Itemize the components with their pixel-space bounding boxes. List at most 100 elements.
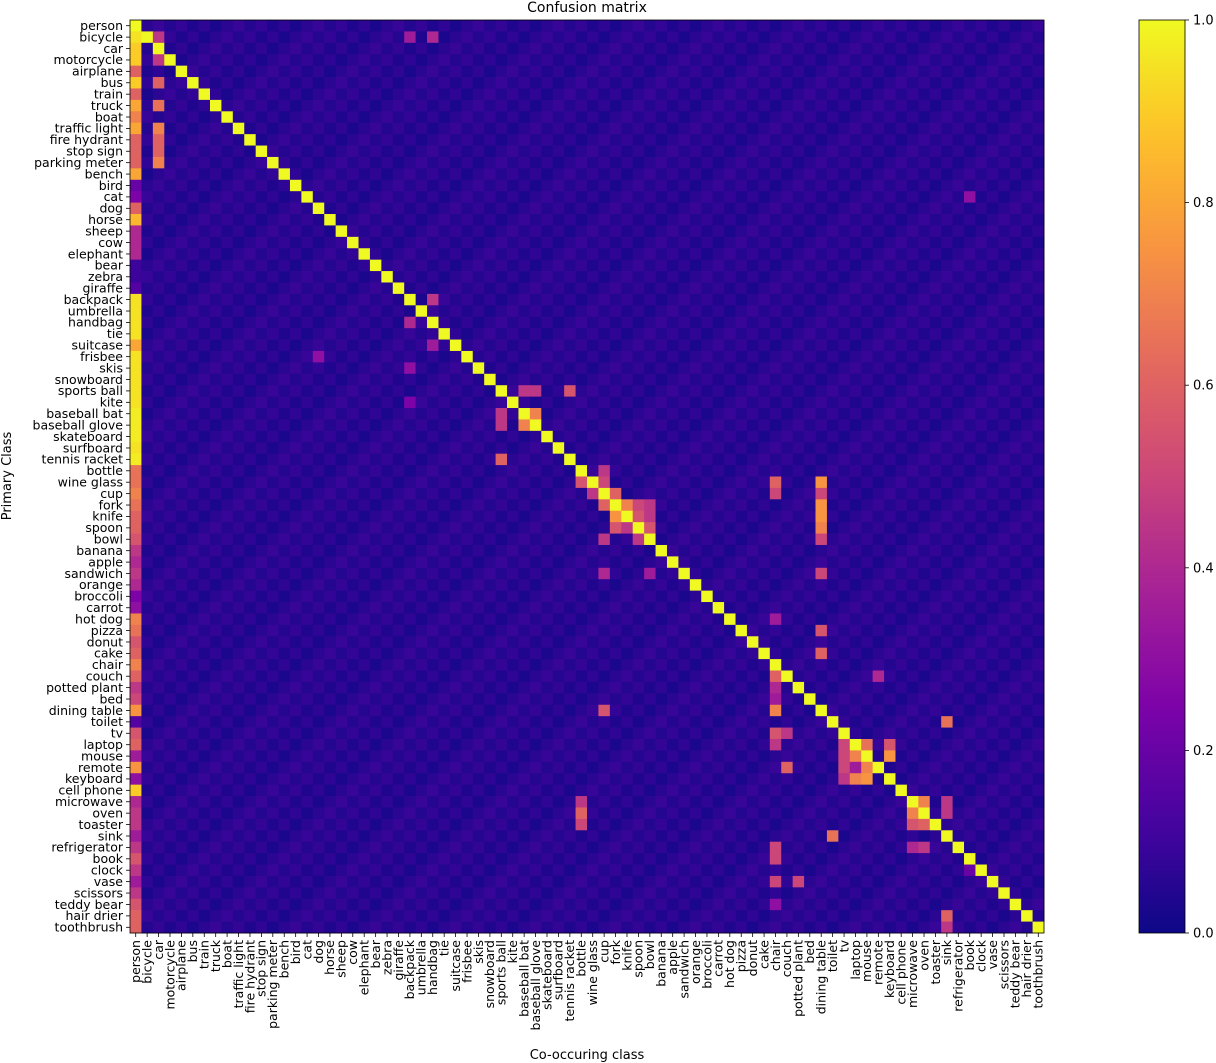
heatmap-cell <box>564 350 576 363</box>
heatmap-cell <box>986 693 999 706</box>
heatmap-cell <box>632 328 645 340</box>
heatmap-cell <box>826 202 839 215</box>
heatmap-cell <box>655 202 668 215</box>
heatmap-cell <box>895 271 908 283</box>
heatmap-cell <box>415 716 428 728</box>
heatmap-cell <box>792 453 805 466</box>
heatmap-cell <box>724 590 736 603</box>
heatmap-cell <box>187 716 199 728</box>
heatmap-cell <box>575 453 588 466</box>
heatmap-cell <box>152 567 165 580</box>
heatmap-cell <box>141 77 154 89</box>
heatmap-cell <box>929 670 942 683</box>
heatmap-cell <box>209 544 222 557</box>
heatmap-cell <box>369 499 382 512</box>
heatmap-cell <box>1032 42 1045 55</box>
heatmap-cell <box>404 316 417 329</box>
heatmap-cell <box>655 373 668 386</box>
heatmap-cell <box>529 430 542 443</box>
heatmap-cell <box>541 659 554 671</box>
heatmap-cell <box>484 567 497 580</box>
heatmap-cell <box>998 385 1011 398</box>
heatmap-cell <box>130 442 142 455</box>
heatmap-cell <box>849 681 862 694</box>
heatmap-cell <box>461 259 474 272</box>
heatmap-cell <box>781 453 794 466</box>
heatmap-cell <box>941 430 954 443</box>
heatmap-cell <box>906 533 919 546</box>
heatmap-cell <box>335 111 348 124</box>
heatmap-cell <box>941 350 954 363</box>
heatmap-cell <box>472 350 485 363</box>
heatmap-cell <box>678 214 691 226</box>
heatmap-cell <box>895 248 908 261</box>
heatmap-cell <box>552 316 565 329</box>
heatmap-cell <box>449 396 462 409</box>
heatmap-cell <box>335 408 348 420</box>
heatmap-cell <box>1032 145 1045 158</box>
heatmap-cell <box>849 156 862 169</box>
heatmap-cell <box>689 465 702 477</box>
heatmap-cell <box>712 636 725 649</box>
heatmap-cell <box>244 453 257 466</box>
heatmap-cell <box>541 419 554 432</box>
heatmap-cell <box>324 202 337 215</box>
heatmap-cell <box>278 271 291 283</box>
heatmap-cell <box>369 350 382 363</box>
heatmap-cell <box>872 579 885 592</box>
heatmap-cell <box>209 727 222 740</box>
heatmap-cell <box>278 590 291 603</box>
heatmap-cell <box>918 385 931 398</box>
heatmap-cell <box>369 202 382 215</box>
heatmap-cell <box>1032 350 1045 363</box>
heatmap-cell <box>735 442 748 455</box>
heatmap-cell <box>232 362 245 375</box>
heatmap-cell <box>552 567 565 580</box>
heatmap-cell <box>826 42 839 55</box>
heatmap-cell <box>392 430 405 443</box>
heatmap-cell <box>244 65 257 78</box>
heatmap-cell <box>872 681 885 694</box>
heatmap-cell <box>644 122 656 135</box>
heatmap-cell <box>621 522 634 534</box>
heatmap-cell <box>427 316 439 329</box>
heatmap-cell <box>369 556 382 569</box>
heatmap-cell <box>986 99 999 112</box>
heatmap-cell <box>781 214 794 226</box>
heatmap-cell <box>975 88 988 101</box>
heatmap-cell <box>1021 659 1033 671</box>
heatmap-cell <box>701 362 714 375</box>
heatmap-cell <box>541 487 554 500</box>
heatmap-cell <box>792 647 805 660</box>
heatmap-cell <box>712 122 725 135</box>
heatmap-cell <box>826 65 839 78</box>
heatmap-cell <box>1009 54 1022 67</box>
heatmap-cell <box>541 88 554 101</box>
heatmap-cell <box>838 442 851 455</box>
heatmap-cell <box>655 65 668 78</box>
heatmap-cell <box>941 476 954 489</box>
heatmap-cell <box>826 659 839 671</box>
heatmap-cell <box>267 293 279 306</box>
heatmap-cell <box>964 122 976 135</box>
heatmap-cell <box>644 487 656 500</box>
heatmap-cell <box>1021 465 1033 477</box>
heatmap-cell <box>666 328 679 340</box>
heatmap-cell <box>587 659 599 671</box>
heatmap-cell <box>347 693 359 706</box>
heatmap-cell <box>495 362 508 375</box>
heatmap-cell <box>427 214 439 226</box>
heatmap-cell <box>632 259 645 272</box>
heatmap-cell <box>324 681 337 694</box>
heatmap-cell <box>278 681 291 694</box>
heatmap-cell <box>278 65 291 78</box>
heatmap-cell <box>769 134 782 146</box>
heatmap-cell <box>906 693 919 706</box>
heatmap-cell <box>666 419 679 432</box>
heatmap-cell <box>209 659 222 671</box>
heatmap-cell <box>975 465 988 477</box>
heatmap-cell <box>415 293 428 306</box>
heatmap-cell <box>929 271 942 283</box>
heatmap-cell <box>1032 522 1045 534</box>
heatmap-cell <box>666 567 679 580</box>
